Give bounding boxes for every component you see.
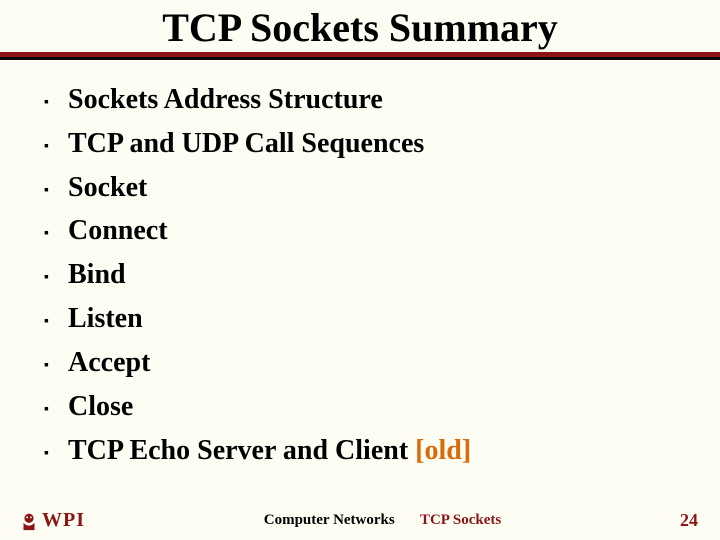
bullet-marker: ▪	[44, 401, 56, 419]
content-area: ▪ Sockets Address Structure ▪ TCP and UDP C…	[0, 60, 720, 468]
bullet-text: Close	[68, 389, 133, 425]
bullet-text: Accept	[68, 345, 150, 381]
footer: WPI Computer Networks TCP Sockets 24	[0, 509, 720, 532]
bullet-text: TCP Echo Server and Client [old]	[68, 433, 471, 469]
bullet-item: ▪ TCP Echo Server and Client [old]	[44, 433, 680, 469]
bullet-marker: ▪	[44, 94, 56, 112]
wpi-logo: WPI	[18, 509, 85, 532]
bullet-marker: ▪	[44, 225, 56, 243]
bullet-item: ▪ Connect	[44, 213, 680, 249]
bullet-marker: ▪	[44, 138, 56, 156]
bullet-text: Bind	[68, 257, 126, 293]
footer-course: Computer Networks	[264, 512, 395, 528]
wpi-logo-icon	[18, 510, 40, 532]
bullet-item: ▪ Sockets Address Structure	[44, 82, 680, 118]
title-underline	[0, 52, 720, 60]
bullet-item: ▪ Socket	[44, 170, 680, 206]
page-number: 24	[680, 510, 698, 531]
title-area: TCP Sockets Summary	[0, 0, 720, 52]
bullet-item: ▪ Accept	[44, 345, 680, 381]
wpi-logo-text: WPI	[42, 509, 85, 532]
bullet-item: ▪ Bind	[44, 257, 680, 293]
footer-center: Computer Networks TCP Sockets	[85, 512, 680, 529]
bullet-text: Sockets Address Structure	[68, 82, 383, 118]
bullet-marker: ▪	[44, 357, 56, 375]
bullet-text: Connect	[68, 213, 168, 249]
bullet-marker: ▪	[44, 313, 56, 331]
bullet-item: ▪ Close	[44, 389, 680, 425]
bullet-marker: ▪	[44, 182, 56, 200]
bullet-item: ▪ TCP and UDP Call Sequences	[44, 126, 680, 162]
bullet-item: ▪ Listen	[44, 301, 680, 337]
slide-title: TCP Sockets Summary	[0, 6, 720, 50]
bullet-marker: ▪	[44, 445, 56, 463]
bullet-text: Listen	[68, 301, 143, 337]
bullet-marker: ▪	[44, 269, 56, 287]
footer-topic: TCP Sockets	[420, 512, 501, 528]
bullet-text: Socket	[68, 170, 147, 206]
bullet-text: TCP and UDP Call Sequences	[68, 126, 424, 162]
bullet-suffix: [old]	[408, 435, 471, 466]
